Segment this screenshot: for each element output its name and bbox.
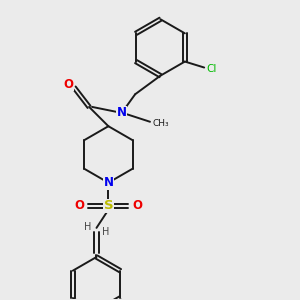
Text: O: O xyxy=(132,200,142,212)
Text: N: N xyxy=(103,176,113,189)
Text: S: S xyxy=(103,200,113,212)
Text: N: N xyxy=(117,106,127,119)
Text: O: O xyxy=(75,200,85,212)
Text: H: H xyxy=(102,227,109,237)
Text: H: H xyxy=(84,222,91,232)
Text: Cl: Cl xyxy=(206,64,217,74)
Text: O: O xyxy=(64,77,74,91)
Text: CH₃: CH₃ xyxy=(152,119,169,128)
